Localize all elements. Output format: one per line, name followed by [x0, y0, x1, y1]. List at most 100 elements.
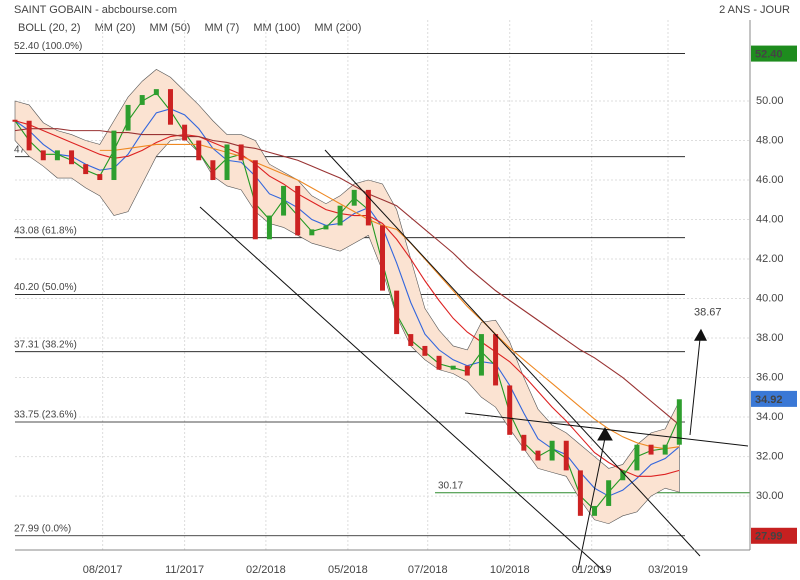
target-label: 38.67 — [694, 307, 722, 319]
fibonacci-label: 43.08 (61.8%) — [14, 225, 77, 236]
price-candle — [224, 144, 230, 181]
price-candle — [167, 89, 173, 125]
arrow-head — [597, 427, 613, 441]
price-candle — [12, 119, 18, 122]
price-candle — [83, 164, 89, 175]
legend-entry: MM (100) — [253, 22, 300, 34]
price-candle — [26, 120, 32, 151]
trendline — [324, 149, 701, 557]
price-candle — [182, 124, 188, 141]
y-tick-label: 46.00 — [756, 174, 784, 186]
x-tick-label: 01/2019 — [572, 564, 612, 576]
trendlines — [199, 149, 749, 573]
price-candle — [252, 160, 258, 240]
price-candle — [648, 444, 654, 455]
y-tick-label: 42.00 — [756, 253, 784, 265]
y-tick-label: 30.00 — [756, 490, 784, 502]
price-badge — [751, 390, 797, 407]
price-badge-label: 34.92 — [755, 394, 783, 406]
trendline — [577, 437, 606, 571]
moving-average — [14, 120, 680, 477]
price-candle — [606, 480, 612, 506]
price-candle — [592, 505, 598, 516]
price-candle — [365, 189, 371, 226]
y-tick-label: 48.00 — [756, 134, 784, 146]
price-candle — [394, 290, 400, 335]
price-candle — [69, 150, 75, 165]
price-candle — [563, 440, 569, 471]
y-tick-label: 50.00 — [756, 95, 784, 107]
target-arrow — [689, 338, 701, 436]
price-candle — [408, 334, 414, 346]
chart-title: SAINT GOBAIN - abcbourse.com — [14, 4, 177, 16]
legend-entry: MM (50) — [150, 22, 191, 34]
price-badge — [751, 527, 797, 544]
price-candle — [549, 440, 555, 461]
price-candle — [436, 355, 442, 370]
legend-entry: BOLL (20, 2) — [18, 22, 81, 34]
legend-entry: MM (20) — [95, 22, 136, 34]
legend-entry: MM (200) — [314, 22, 361, 34]
price-candle — [153, 89, 159, 96]
legend: BOLL (20, 2) MM (20) MM (50) MM (7) MM (100)… — [18, 22, 361, 34]
price-candle — [309, 229, 315, 236]
price-candle — [281, 185, 287, 216]
x-tick-label: 03/2019 — [648, 564, 688, 576]
price-candle — [266, 215, 272, 240]
price-candle — [634, 444, 640, 471]
price-candle — [662, 444, 668, 455]
x-tick-label: 10/2018 — [490, 564, 530, 576]
trendline — [464, 412, 749, 447]
price-candle — [521, 434, 527, 451]
y-tick-label: 38.00 — [756, 332, 784, 344]
trendline — [199, 206, 606, 573]
y-tick-label: 44.00 — [756, 213, 784, 225]
y-tick-label: 36.00 — [756, 371, 784, 383]
x-tick-label: 05/2018 — [328, 564, 368, 576]
price-candle — [464, 365, 470, 376]
x-tick-label: 08/2017 — [83, 564, 123, 576]
price-candle — [54, 150, 60, 161]
price-badge — [751, 45, 797, 62]
fibonacci-label: 40.20 (50.0%) — [14, 282, 77, 293]
price-candle — [111, 130, 117, 181]
x-tick-label: 11/2017 — [165, 564, 204, 576]
chart-subtitle: 2 ANS - JOUR — [719, 4, 790, 16]
y-tick-label: 40.00 — [756, 292, 784, 304]
price-candle — [97, 174, 103, 181]
price-badge-label: 27.99 — [755, 531, 783, 543]
y-tick-label: 32.00 — [756, 450, 784, 462]
plot-area: 52.40 (100.0%)47.18 (76.4%)43.08 (61.8%)… — [12, 20, 750, 550]
price-candle — [422, 345, 428, 356]
price-candle — [450, 365, 456, 370]
x-tick-label: 07/2018 — [408, 564, 448, 576]
support-label: 30.17 — [438, 480, 463, 491]
price-candle — [323, 225, 329, 230]
x-tick-label: 02/2018 — [246, 564, 286, 576]
price-candle — [337, 205, 343, 226]
price-candle — [295, 185, 301, 236]
price-candle — [139, 95, 145, 105]
price-candle — [40, 150, 46, 161]
price-candle — [676, 399, 682, 445]
price-candle — [380, 225, 385, 291]
bollinger-band — [14, 69, 680, 525]
price-candle — [478, 334, 484, 376]
price-candle — [535, 450, 541, 461]
legend-entry: MM (7) — [204, 22, 239, 34]
price-candle — [507, 385, 513, 435]
fibonacci-label: 33.75 (23.6%) — [14, 410, 77, 421]
price-candle — [196, 140, 202, 161]
price-candle — [238, 144, 244, 161]
fibonacci-label: 37.31 (38.2%) — [14, 339, 77, 350]
price-candle — [620, 470, 626, 481]
price-candle — [210, 160, 216, 181]
price-candle — [493, 334, 499, 386]
price-candle — [351, 189, 357, 206]
price-candle — [125, 104, 131, 131]
moving-average — [14, 128, 680, 426]
fibonacci-label: 52.40 (100.0%) — [14, 41, 82, 52]
arrow-head — [694, 328, 707, 341]
fibonacci-label: 27.99 (0.0%) — [14, 523, 71, 534]
